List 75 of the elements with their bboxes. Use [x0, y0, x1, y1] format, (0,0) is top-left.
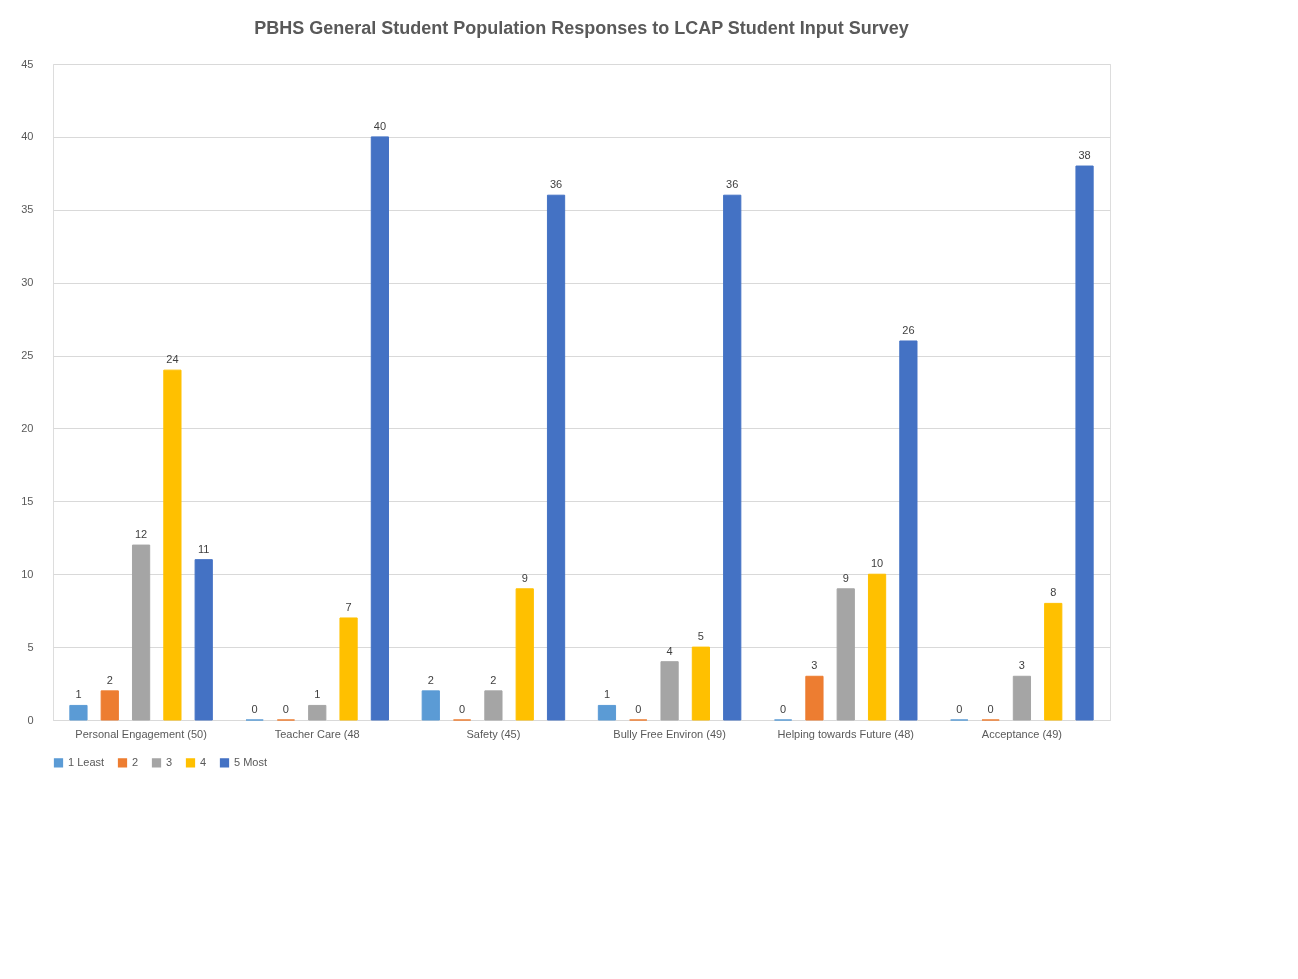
y-tick-label: 45	[21, 57, 34, 70]
bar	[899, 340, 918, 721]
data-label: 2	[427, 673, 434, 686]
legend-label: 2	[132, 755, 139, 768]
y-tick-label: 20	[21, 421, 34, 434]
x-tick-label: Teacher Care (48	[274, 727, 360, 740]
bar	[723, 194, 742, 721]
y-tick-label: 30	[21, 276, 34, 289]
data-label: 3	[1018, 659, 1025, 672]
bar	[1075, 165, 1094, 721]
bar	[836, 588, 855, 721]
data-label: 0	[459, 703, 466, 715]
bar	[515, 588, 534, 721]
chart-title: PBHS General Student Population Responses to LCAP Student Input Survey	[254, 18, 909, 38]
data-label: 7	[345, 600, 352, 613]
y-tick-label: 40	[21, 130, 34, 143]
x-tick-label: Bully Free Environ (49)	[613, 727, 726, 740]
bar	[867, 573, 887, 721]
data-label: 0	[251, 703, 258, 715]
data-label: 9	[842, 571, 849, 584]
data-label: 0	[780, 703, 787, 715]
data-label: 4	[666, 644, 673, 657]
y-tick-label: 35	[21, 203, 34, 216]
data-label: 36	[726, 178, 739, 191]
bar	[691, 646, 711, 721]
data-label: 10	[870, 557, 884, 570]
data-label: 9	[521, 571, 528, 584]
bar	[660, 661, 679, 721]
x-tick-label: Safety (45)	[466, 727, 521, 740]
bar	[69, 704, 88, 721]
data-label: 0	[956, 703, 963, 715]
data-label: 5	[697, 630, 704, 643]
data-label: 2	[490, 673, 497, 686]
legend-label: 3	[166, 755, 173, 768]
x-tick-label: Personal Engagement (50)	[75, 727, 207, 740]
y-tick-label: 15	[21, 494, 34, 507]
data-label: 1	[314, 688, 321, 701]
y-tick-label: 10	[21, 567, 34, 580]
data-label: 38	[1078, 149, 1091, 162]
data-label: 1	[603, 688, 611, 701]
data-label: 12	[134, 528, 148, 541]
bar	[546, 194, 566, 721]
data-label: 24	[166, 353, 179, 366]
data-label: 36	[549, 178, 563, 191]
bar	[194, 559, 213, 721]
y-tick-label: 25	[21, 349, 34, 362]
data-label: 40	[373, 119, 387, 132]
bar	[339, 617, 358, 721]
bar	[370, 136, 389, 721]
bar	[131, 544, 151, 721]
bar	[163, 369, 182, 721]
data-label: 2	[106, 673, 113, 686]
y-tick-label: 5	[27, 640, 34, 653]
bar	[484, 690, 503, 721]
y-tick-label: 0	[27, 713, 34, 726]
data-label: 0	[635, 703, 642, 715]
x-tick-label: Helping towards Future (48)	[777, 727, 914, 740]
legend-label: 1 Least	[68, 755, 105, 768]
data-label: 3	[811, 659, 818, 672]
legend-label: 5 Most	[234, 755, 268, 768]
x-tick-label: Acceptance (49)	[981, 727, 1062, 740]
data-label: 1	[75, 688, 82, 701]
bar	[805, 675, 824, 721]
data-label: 0	[987, 703, 994, 715]
data-label: 0	[282, 703, 289, 715]
data-label: 11	[198, 542, 210, 555]
data-label: 26	[902, 323, 915, 336]
bar	[421, 690, 440, 721]
data-label: 8	[1050, 586, 1057, 599]
bar	[597, 704, 617, 721]
legend-label: 4	[200, 755, 207, 768]
bar	[1012, 675, 1032, 721]
bar	[100, 690, 119, 721]
bar	[1044, 602, 1063, 721]
bar	[308, 704, 327, 721]
